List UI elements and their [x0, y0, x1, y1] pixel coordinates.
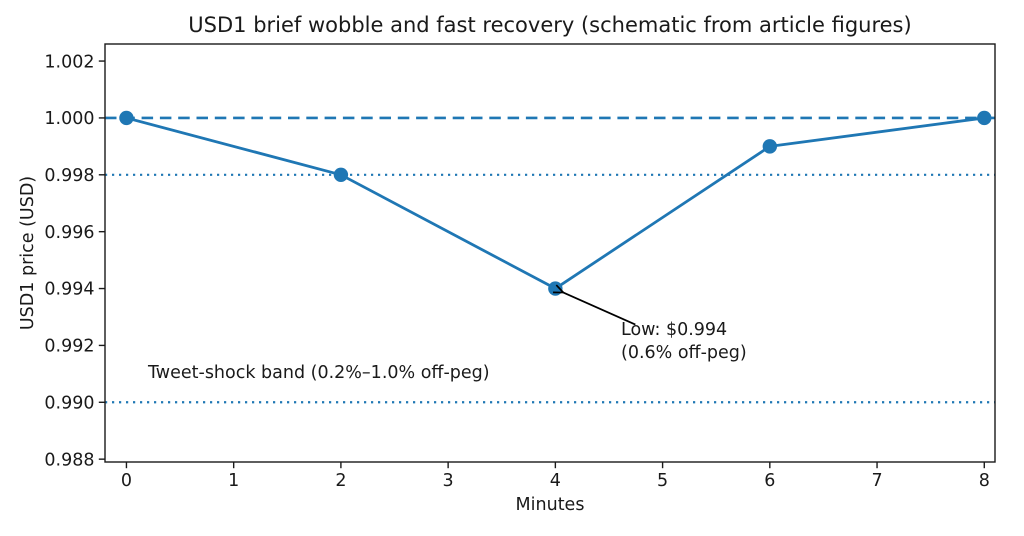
y-tick-label: 0.988 — [44, 450, 94, 470]
y-tick-label: 0.996 — [44, 223, 94, 243]
data-point-marker — [333, 167, 349, 183]
y-axis-label: USD1 price (USD) — [18, 175, 38, 331]
x-tick-label: 3 — [443, 471, 454, 491]
low-annotation: Low: $0.994 (0.6% off-peg) — [621, 319, 747, 364]
data-point-marker — [762, 139, 778, 154]
y-tick-label: 0.992 — [44, 337, 94, 357]
y-tick-label: 0.998 — [44, 166, 94, 186]
x-tick-label: 4 — [550, 471, 561, 491]
x-tick-label: 0 — [121, 471, 132, 491]
x-axis-label: Minutes — [515, 495, 585, 515]
x-tick-label: 6 — [764, 471, 775, 491]
annotation-arrow — [563, 293, 636, 326]
data-point-marker — [119, 110, 134, 126]
chart-title: USD1 brief wobble and fast recovery (sch… — [188, 13, 912, 37]
x-tick-label: 2 — [335, 471, 346, 491]
y-tick-label: 0.994 — [44, 280, 94, 300]
x-tick-label: 1 — [228, 471, 239, 491]
x-tick-label: 8 — [979, 471, 990, 491]
y-tick-label: 1.002 — [44, 52, 94, 72]
x-tick-label: 5 — [657, 471, 668, 491]
low-annotation-line2: (0.6% off-peg) — [621, 342, 747, 363]
plot-border — [104, 43, 996, 463]
y-tick-label: 0.990 — [44, 393, 94, 413]
data-point-marker — [977, 110, 992, 126]
x-tick-label: 7 — [871, 471, 882, 491]
low-annotation-line1: Low: $0.994 — [621, 320, 728, 340]
price-line — [125, 116, 986, 290]
y-tick-label: 1.000 — [44, 109, 94, 129]
data-point-marker — [548, 281, 563, 296]
band-annotation: Tweet-shock band (0.2%–1.0% off-peg) — [148, 363, 490, 383]
